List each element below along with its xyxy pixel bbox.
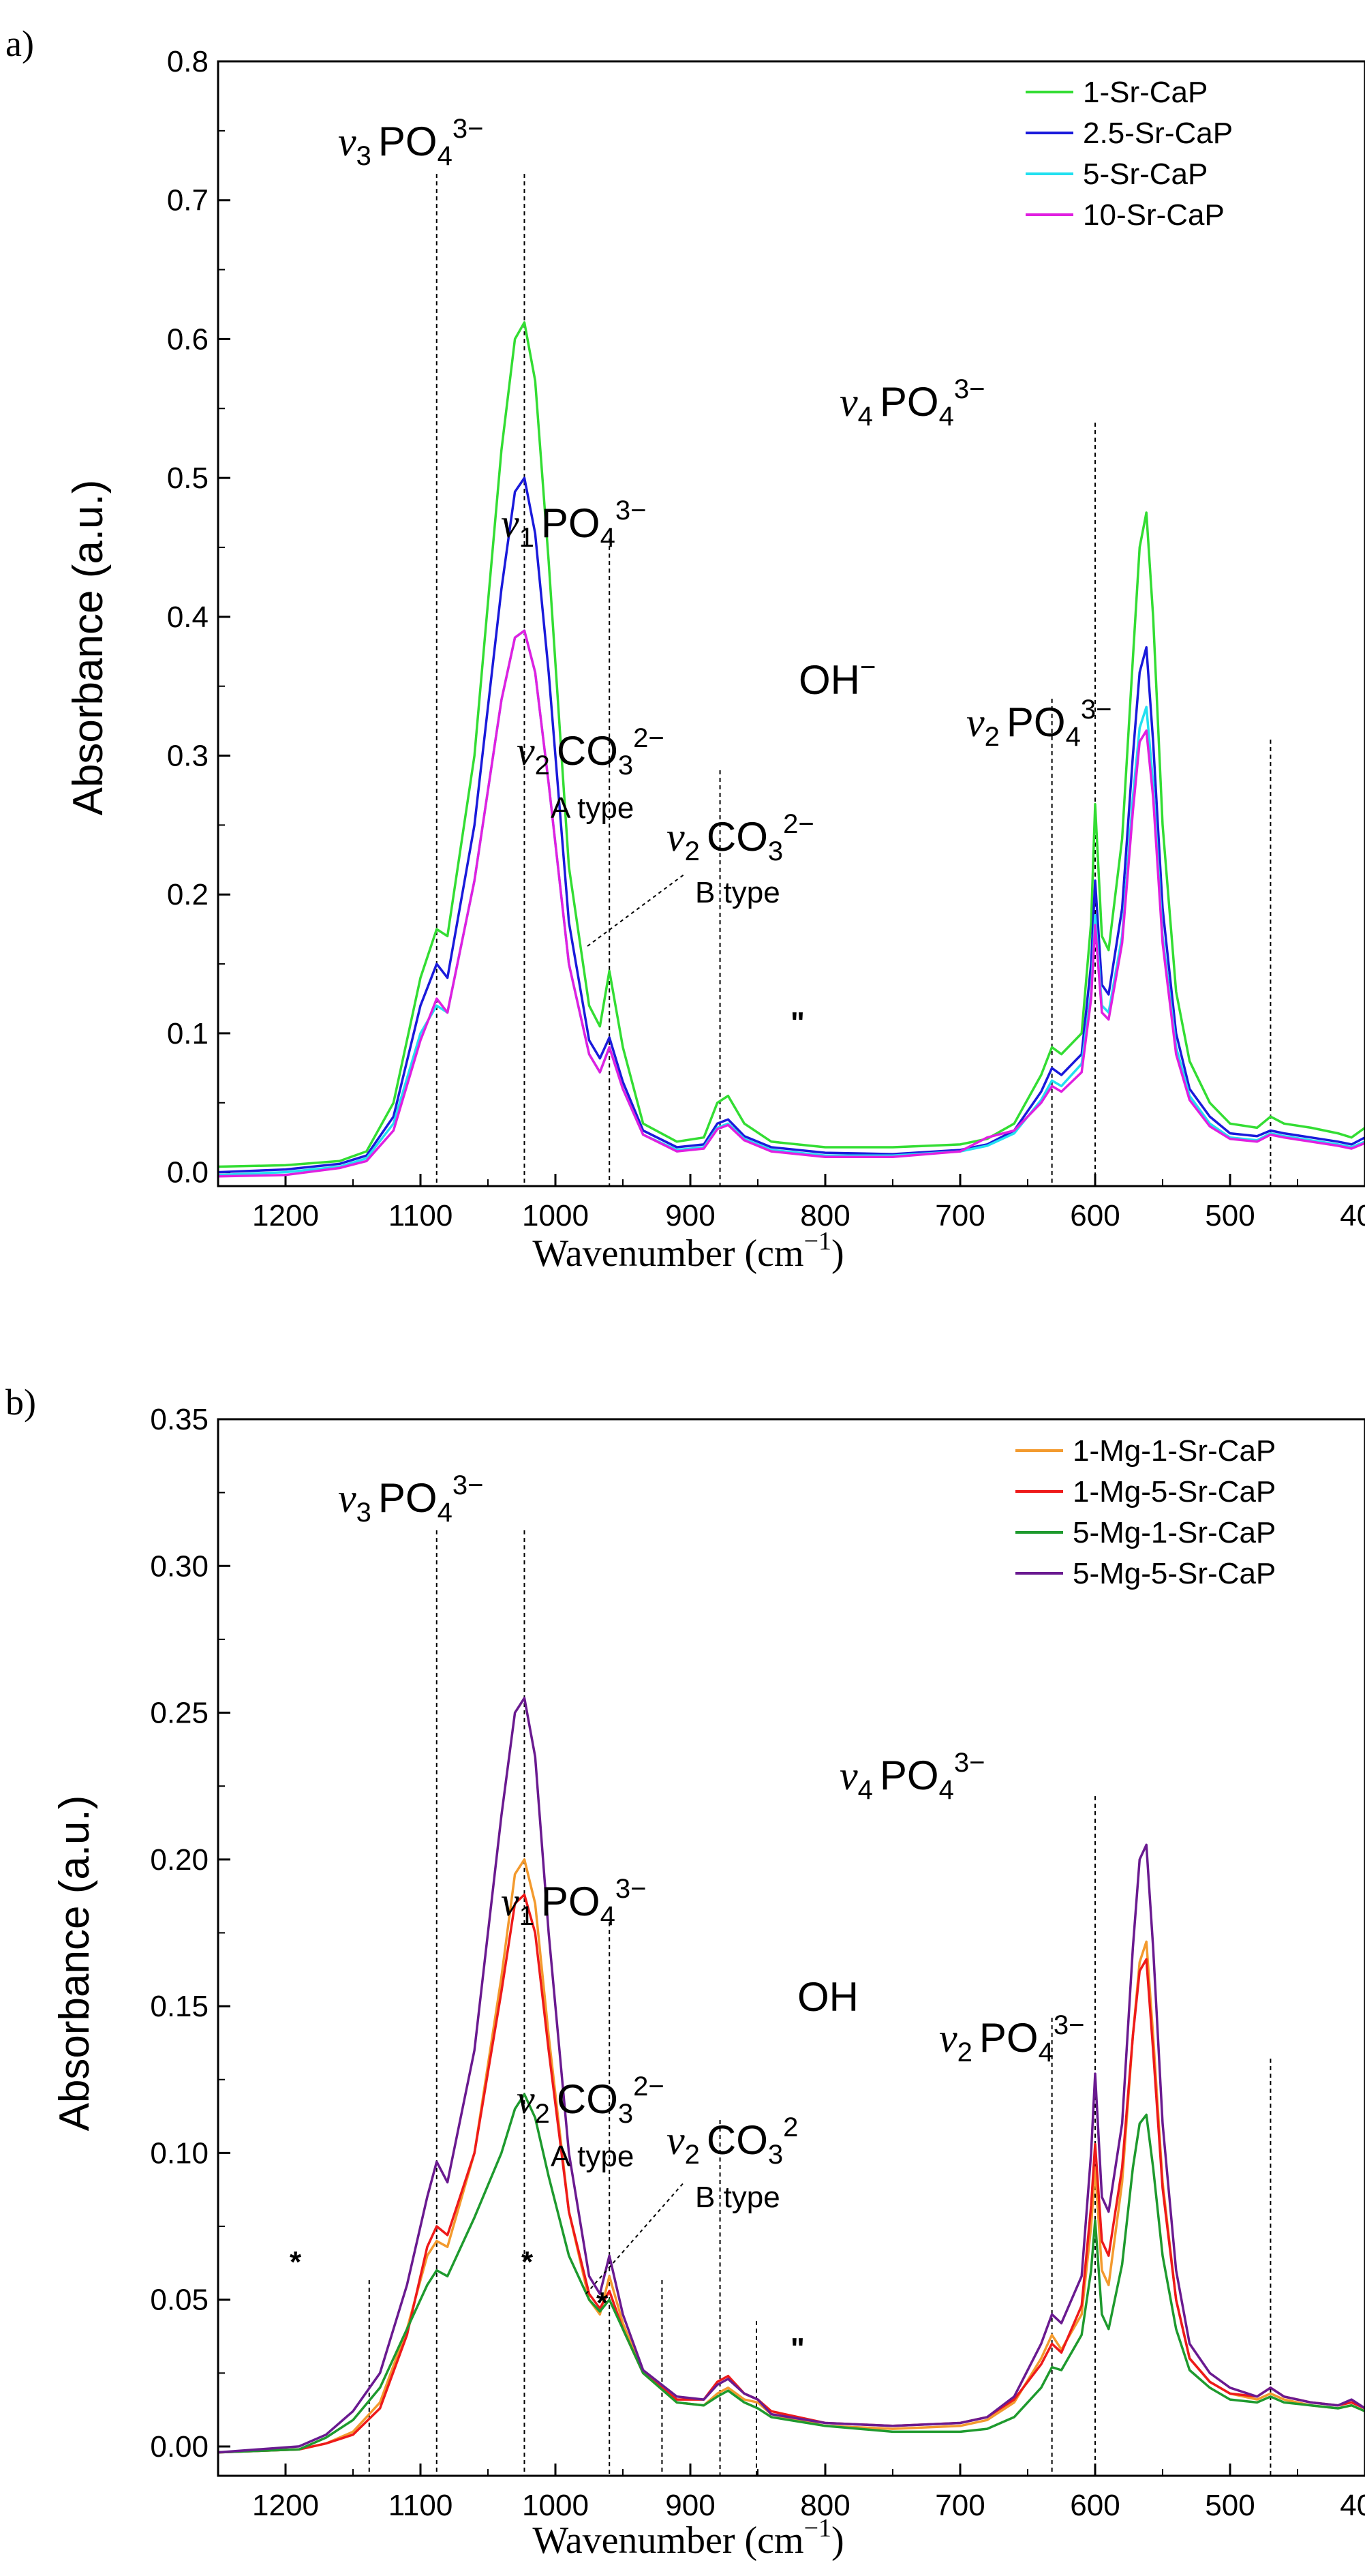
x-tick-label: 600	[1070, 1199, 1120, 1232]
legend-label: 5-Mg-1-Sr-CaP	[1073, 1516, 1276, 1549]
x-tick-label: 1200	[252, 2489, 319, 2522]
annotation-oh-b: OH	[797, 1974, 859, 2020]
y-tick-label: 0.3	[167, 740, 209, 773]
annotation-v2-po4-a: ν2 PO43−	[966, 695, 1111, 752]
series-line-5-Mg-1-Sr-CaP	[218, 2093, 1365, 2454]
annotation-v2-co3-a-type-b: ν2 CO32−	[517, 2072, 664, 2129]
reference-lines-a	[435, 174, 1272, 1186]
annotation-v1-po4-a: ν1 PO43−	[501, 496, 646, 553]
x-tick-label: 700	[935, 1199, 985, 1232]
plot-area-b	[218, 1530, 1365, 2476]
y-tick-label: 0.7	[167, 184, 209, 217]
y-tick-label: 0.0	[167, 1156, 209, 1189]
series-group-b	[218, 1697, 1365, 2454]
reference-lines-b	[368, 1530, 1272, 2476]
annotation-v4-po4-b: ν4 PO43−	[840, 1748, 985, 1805]
annotation-oh-a: OH−	[799, 652, 876, 703]
x-tick-label: 1100	[388, 1199, 453, 1232]
y-tick-label: 0.10	[150, 2136, 209, 2170]
y-ticks-b: 0.00 0.05 0.10 0.15 0.20 0.25 0.30 0.35	[150, 1403, 230, 2464]
y-tick-label: 0.35	[150, 1403, 209, 1436]
y-tick-label: 0.5	[167, 461, 209, 495]
x-tick-label: 1200	[252, 1199, 319, 1232]
y-tick-label: 0.2	[167, 878, 209, 911]
leader-line-b-type-b	[585, 2181, 686, 2294]
legend-a: 1-Sr-CaP 2.5-Sr-CaP 5-Sr-CaP 10-Sr-CaP	[1026, 76, 1233, 232]
legend-label: 5-Mg-5-Sr-CaP	[1073, 1557, 1276, 1590]
y-tick-label: 0.30	[150, 1549, 209, 1583]
annotation-v1-po4-b: ν1 PO43−	[501, 1874, 646, 1931]
y-tick-label: 0.8	[167, 45, 209, 78]
panel-b: b) Absorbance (a.u.) Wavenumber (cm−1) 1…	[5, 1382, 1365, 2562]
annotation-quote-mark-a: "	[791, 1006, 805, 1040]
series-line-5-Mg-5-Sr-CaP	[218, 1697, 1365, 2454]
y-tick-label: 0.00	[150, 2430, 209, 2464]
x-tick-label: 1000	[522, 1199, 589, 1232]
y-tick-label: 0.4	[167, 601, 209, 634]
y-ticks-a: 0.0 0.1 0.2 0.3 0.4 0.5 0.6 0.7 0.8	[167, 45, 230, 1189]
panel-label-b: b)	[5, 1382, 36, 1423]
annotation-v4-po4-a: ν4 PO43−	[840, 374, 985, 431]
series-line-1-Sr-CaP	[218, 321, 1365, 1168]
y-tick-label: 0.05	[150, 2284, 209, 2317]
x-tick-label: 700	[935, 2489, 985, 2522]
annotation-a-type-label-b: A type	[551, 2140, 634, 2173]
y-tick-label: 0.15	[150, 1990, 209, 2023]
x-tick-label: 800	[800, 1199, 850, 1232]
annotation-star-2: *	[521, 2245, 534, 2279]
panel-a: a) Absorbance (a.u.) Wavenumber (cm−1) 1…	[5, 23, 1365, 1275]
legend-label: 2.5-Sr-CaP	[1083, 117, 1233, 150]
x-tick-label: 500	[1205, 2489, 1255, 2522]
annotation-v2-po4-b: ν2 PO43−	[939, 2010, 1084, 2067]
annotation-quote-mark-b: "	[791, 2332, 805, 2365]
annotation-b-type-label-a: B type	[695, 876, 780, 909]
x-tick-label: 1100	[388, 2489, 453, 2522]
y-tick-label: 0.25	[150, 1697, 209, 1730]
x-tick-label: 400	[1340, 2489, 1365, 2522]
x-tick-label: 400	[1340, 1199, 1365, 1232]
annotation-v2-co3-a-type-a: ν2 CO32−	[517, 723, 664, 781]
legend-label: 1-Sr-CaP	[1083, 76, 1208, 109]
x-ticks-a: 1200 1100 1000 900 800 700 600 500 400	[217, 1174, 1365, 1232]
annotation-b-type-label-b: B type	[695, 2181, 780, 2214]
legend-label: 1-Mg-5-Sr-CaP	[1073, 1475, 1276, 1509]
legend-label: 10-Sr-CaP	[1083, 198, 1225, 232]
series-line-1-Mg-5-Sr-CaP	[218, 1893, 1365, 2454]
x-tick-label: 900	[665, 2489, 715, 2522]
x-axis-label-b: Wavenumber (cm−1)	[532, 2514, 844, 2562]
x-tick-label: 600	[1070, 2489, 1120, 2522]
series-group-a	[218, 321, 1365, 1178]
y-tick-label: 0.6	[167, 322, 209, 356]
annotation-star-1: *	[290, 2245, 302, 2279]
y-tick-label: 0.20	[150, 1843, 209, 1877]
annotation-a-type-label-a: A type	[551, 791, 634, 825]
x-ticks-b: 1200 1100 1000 900 800 700 600 500 400	[217, 2464, 1365, 2522]
x-tick-label: 900	[665, 1199, 715, 1232]
y-axis-label-b: Absorbance (a.u.)	[51, 1795, 98, 2132]
series-line-2.5-Sr-CaP	[218, 476, 1365, 1174]
series-line-10-Sr-CaP	[218, 629, 1365, 1178]
x-axis-label-a: Wavenumber (cm−1)	[532, 1227, 844, 1275]
annotation-v3-po4-b: ν3 PO43−	[338, 1470, 483, 1528]
x-tick-label: 800	[800, 2489, 850, 2522]
legend-label: 5-Sr-CaP	[1083, 157, 1208, 191]
plot-frame-a	[217, 60, 1365, 1187]
plot-frame-b	[217, 1418, 1365, 2477]
annotation-v3-po4-a: ν3 PO43−	[338, 114, 483, 171]
panel-label-a: a)	[5, 23, 34, 64]
x-tick-label: 1000	[522, 2489, 589, 2522]
leader-line-b-type-a	[587, 873, 686, 947]
legend-label: 1-Mg-1-Sr-CaP	[1073, 1434, 1276, 1468]
y-tick-label: 0.1	[167, 1017, 209, 1050]
plot-area-a	[218, 174, 1365, 1186]
y-axis-label-a: Absorbance (a.u.)	[65, 480, 112, 816]
annotation-v2-co3-b-type-b: ν2 CO32	[666, 2112, 798, 2170]
annotation-v2-co3-b-type-a: ν2 CO32−	[666, 809, 814, 866]
legend-b: 1-Mg-1-Sr-CaP 1-Mg-5-Sr-CaP 5-Mg-1-Sr-CaP 5…	[1015, 1434, 1276, 1590]
annotation-star-3: *	[596, 2286, 609, 2320]
x-tick-label: 500	[1205, 1199, 1255, 1232]
